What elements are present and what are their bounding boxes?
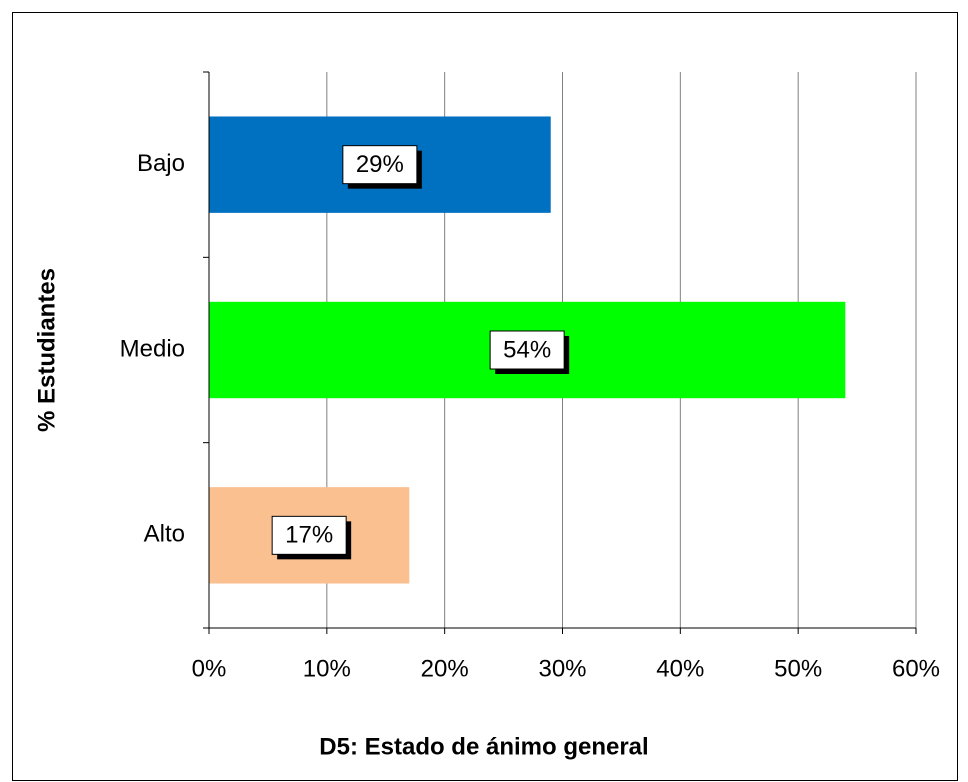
x-tick-label: 50% (774, 655, 822, 682)
x-tick-label: 60% (892, 655, 940, 682)
x-tick-label: 0% (192, 655, 227, 682)
data-label: 54% (503, 336, 551, 363)
x-tick-label: 20% (421, 655, 469, 682)
x-tick-label: 40% (656, 655, 704, 682)
label-box (271, 515, 347, 555)
data-label: 17% (285, 522, 333, 549)
chart-title: D5: Estado de ánimo general (319, 733, 648, 760)
label-box (342, 145, 418, 185)
label-box (489, 330, 565, 370)
y-tick-label: Alto (144, 521, 185, 548)
y-tick-label: Medio (120, 335, 185, 362)
y-axis-label: % Estudiantes (33, 268, 60, 432)
x-tick-label: 10% (303, 655, 351, 682)
data-label: 29% (356, 151, 404, 178)
y-tick-label: Bajo (137, 150, 185, 177)
x-tick-label: 30% (538, 655, 586, 682)
